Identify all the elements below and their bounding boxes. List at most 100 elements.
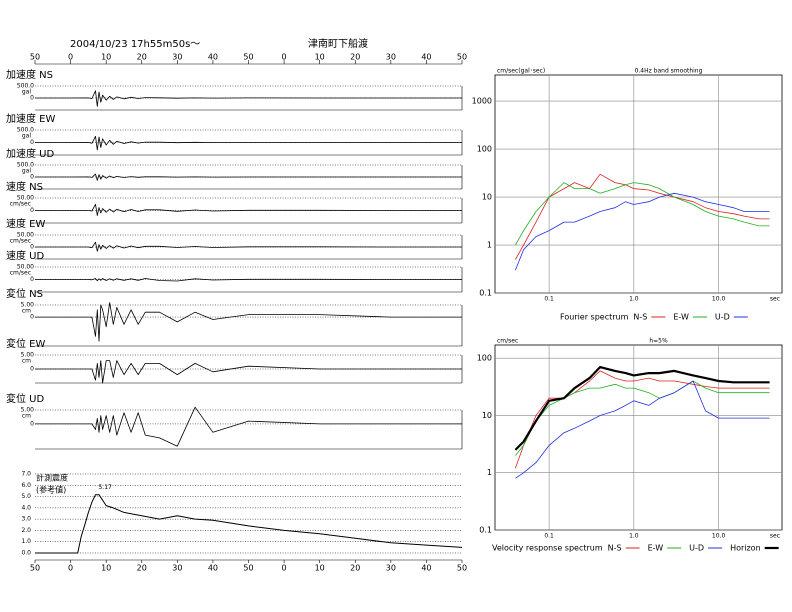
legend-label: Horizon [730, 544, 761, 553]
data-line [515, 370, 770, 469]
data-line [35, 406, 462, 447]
x-tick-label: 50 [243, 564, 253, 573]
data-line [35, 360, 462, 384]
site-name: 津南町下船渡 [308, 37, 368, 50]
y-tick-label: 10 [482, 411, 492, 420]
y-tick-label: 0 [30, 139, 34, 146]
x-tick-label: 50 [30, 564, 40, 573]
panel-label: 加速度 EW [6, 112, 55, 125]
legend-title: Velocity response spectrum [492, 544, 603, 553]
y-tick-label: 0 [30, 366, 34, 373]
y-tick-label: 0 [30, 420, 34, 427]
x-tick-label: 30 [172, 53, 182, 62]
y-tick-label: 500.0 [17, 127, 34, 134]
panel-label: 加速度 UD [6, 147, 54, 160]
y-tick-label: 5.00 [21, 407, 35, 414]
y-tick-label: 1000 [472, 97, 492, 106]
y-tick-label: 0 [30, 207, 34, 214]
panel-label: 速度 EW [6, 217, 45, 230]
x-tick-label: 30 [386, 564, 396, 573]
unit-label: cm/sec [10, 201, 31, 208]
x-tick-label: 10 [315, 564, 325, 573]
chart-subtitle: h=5% [649, 338, 668, 345]
y-tick-label: 50.00 [17, 232, 34, 239]
x-tick-label: 10.0 [712, 533, 726, 540]
y-tick-label: 0.1 [479, 289, 492, 298]
x-axis-label: sec [770, 296, 780, 303]
unit-label: cm/sec [10, 238, 31, 245]
x-tick-label: 40 [208, 564, 218, 573]
x-tick-label: 0 [68, 53, 73, 62]
peak-annotation: 5.17 [98, 484, 112, 491]
x-tick-label: 0 [282, 53, 287, 62]
plot-frame [494, 74, 783, 294]
x-axis-label: sec [770, 533, 780, 540]
y-tick-label: 0 [30, 95, 34, 102]
x-tick-label: 30 [172, 564, 182, 573]
x-tick-label: 0 [68, 564, 73, 573]
y-tick-label: 6.0 [21, 482, 31, 489]
x-tick-label: 30 [386, 53, 396, 62]
y-tick-label: 10 [482, 193, 492, 202]
record-date: 2004/10/23 17h55m50s〜 [70, 39, 200, 50]
unit-label: cm [22, 308, 31, 315]
data-line [35, 203, 462, 216]
legend-label: U-D [715, 313, 730, 322]
data-line [515, 380, 770, 456]
y-tick-label: 5.00 [21, 352, 35, 359]
y-tick-label: 1.0 [21, 538, 31, 545]
legend-label: E-W [648, 544, 664, 553]
unit-label: gal [22, 168, 31, 175]
data-line [515, 173, 770, 260]
y-tick-label: 100 [477, 354, 492, 363]
data-line [35, 90, 462, 107]
x-tick-label: 40 [208, 53, 218, 62]
x-tick-label: 20 [350, 564, 360, 573]
legend-label: U-D [689, 544, 704, 553]
x-tick-label: 50 [457, 53, 467, 62]
y-tick-label: 100 [477, 145, 492, 154]
panel-label: 速度 UD [6, 249, 44, 262]
y-tick-label: 4.0 [21, 504, 31, 511]
panel-label: 変位 NS [6, 287, 43, 300]
y-tick-label: 0 [30, 174, 34, 181]
x-tick-label: 20 [350, 53, 360, 62]
unit-label: cm [22, 358, 31, 365]
x-tick-label: 10 [101, 564, 111, 573]
y-axis-label: cm/sec [497, 338, 518, 345]
panel-label: 加速度 NS [6, 68, 53, 81]
x-tick-label: 40 [421, 564, 431, 573]
unit-label: gal [22, 133, 31, 140]
data-line [35, 241, 462, 252]
y-tick-label: 7.0 [21, 471, 31, 478]
y-tick-label: 50.00 [17, 195, 34, 202]
x-tick-label: 50 [243, 53, 253, 62]
data-line [35, 302, 462, 342]
y-axis-label: cm/sec(gal･sec) [497, 68, 545, 75]
x-tick-label: 1.0 [629, 533, 639, 540]
panel-label: 変位 UD [6, 392, 44, 405]
unit-label: cm [22, 413, 31, 420]
legend-label: N-S [633, 313, 647, 322]
y-tick-label: 0 [30, 244, 34, 251]
chart-title: 0.4Hz band smoothing [635, 68, 703, 75]
y-tick-label: 1 [487, 241, 492, 250]
x-tick-label: 0 [282, 564, 287, 573]
y-tick-label: 0.0 [21, 550, 31, 557]
y-tick-label: 0 [30, 276, 34, 283]
plot-frame [494, 344, 783, 531]
unit-label: cm/sec [10, 270, 31, 277]
legend-label: E-W [673, 313, 689, 322]
unit-label: gal [22, 89, 31, 96]
y-tick-label: 5.0 [21, 493, 31, 500]
x-tick-label: 50 [457, 564, 467, 573]
y-tick-label: 5.00 [21, 302, 35, 309]
legend-label: N-S [608, 544, 622, 553]
data-line [35, 278, 462, 282]
x-tick-label: 20 [137, 53, 147, 62]
x-tick-label: 40 [421, 53, 431, 62]
panel-label: 速度 NS [6, 180, 43, 193]
y-tick-label: 0 [30, 314, 34, 321]
data-line [515, 182, 770, 246]
